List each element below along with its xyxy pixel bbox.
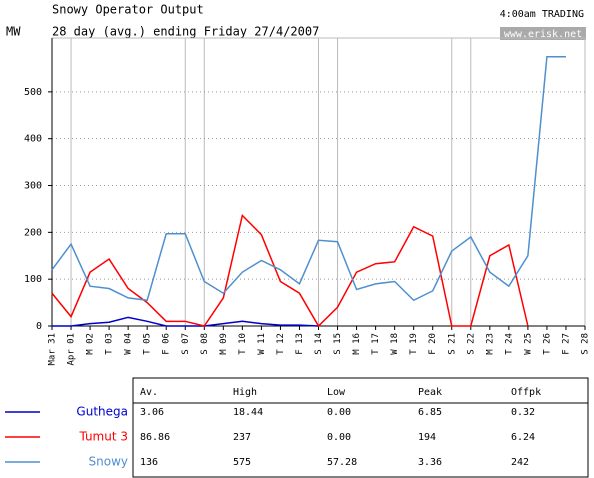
x-tick-label: T 10 — [238, 333, 248, 355]
y-tick-label: 200 — [24, 227, 42, 238]
table-cell: 237 — [233, 432, 251, 443]
x-tick-label: T 03 — [105, 333, 115, 355]
x-tick-label: T 05 — [143, 333, 153, 355]
table-header: Low — [327, 387, 346, 398]
x-tick-label: M 09 — [219, 333, 229, 355]
x-tick-label: S 07 — [181, 333, 191, 355]
table-header: Peak — [418, 387, 442, 398]
x-tick-label: M 02 — [86, 333, 96, 355]
table-cell: 575 — [233, 457, 251, 468]
table-cell: 242 — [511, 457, 529, 468]
x-tick-label: M 16 — [352, 333, 362, 355]
x-tick-label: T 17 — [371, 333, 381, 355]
chart-title: Snowy Operator Output — [52, 3, 204, 17]
x-tick-label: W 11 — [257, 333, 267, 355]
table-frame — [132, 377, 589, 478]
legend-label: Guthega — [76, 405, 128, 419]
x-tick-label: S 22 — [466, 333, 476, 355]
table-cell: 0.32 — [511, 407, 535, 418]
x-tick-label: F 27 — [561, 333, 571, 355]
x-tick-label: S 28 — [581, 333, 591, 355]
table-cell: 3.06 — [140, 407, 164, 418]
table-cell: 18.44 — [233, 407, 263, 418]
x-tick-label: Apr 01 — [67, 333, 77, 366]
table-header: Offpk — [511, 387, 541, 398]
status: 4:00am TRADING — [500, 9, 584, 20]
table-cell: 6.85 — [418, 407, 442, 418]
x-tick-label: F 20 — [428, 333, 438, 355]
x-tick-label: F 13 — [295, 333, 305, 355]
table-cell: 57.28 — [327, 457, 357, 468]
source: www.erisk.net — [504, 29, 582, 40]
y-axis-label: MW — [6, 25, 21, 39]
y-tick-label: 500 — [24, 87, 42, 98]
y-tick-label: 0 — [36, 321, 42, 332]
y-tick-label: 400 — [24, 134, 42, 145]
source-box — [500, 27, 586, 40]
x-tick-label: S 21 — [447, 333, 457, 355]
table-header: Av. — [140, 387, 158, 398]
chart-subtitle: 28 day (avg.) ending Friday 27/4/2007 — [52, 25, 319, 39]
legend-label: Tumut 3 — [78, 430, 128, 444]
x-tick-label: M 23 — [485, 333, 495, 355]
series-line — [51, 55, 566, 302]
x-tick-label: T 19 — [409, 333, 419, 355]
x-tick-label: T 26 — [542, 333, 552, 355]
x-tick-label: S 14 — [314, 333, 324, 355]
series-line — [51, 213, 529, 328]
legend-label: Snowy — [89, 455, 128, 469]
table-cell: 3.36 — [418, 457, 442, 468]
x-tick-label: S 08 — [200, 333, 210, 355]
x-tick-label: W 04 — [124, 333, 134, 355]
x-tick-label: S 15 — [333, 333, 343, 355]
table-cell: 6.24 — [511, 432, 535, 443]
x-tick-label: F 06 — [162, 333, 172, 355]
table-header: High — [233, 387, 257, 398]
table-cell: 136 — [140, 457, 158, 468]
series-line — [52, 316, 319, 327]
table-cell: 86.86 — [140, 432, 170, 443]
x-tick-label: Mar 31 — [48, 333, 58, 366]
y-tick-label: 300 — [24, 181, 42, 192]
x-tick-label: T 24 — [504, 333, 514, 355]
table-cell: 194 — [418, 432, 436, 443]
table-cell: 0.00 — [327, 407, 351, 418]
y-tick-label: 100 — [24, 274, 42, 285]
table-cell: 0.00 — [327, 432, 351, 443]
x-tick-label: W 25 — [523, 333, 533, 355]
x-tick-label: T 12 — [276, 333, 286, 355]
x-tick-label: W 18 — [390, 333, 400, 355]
